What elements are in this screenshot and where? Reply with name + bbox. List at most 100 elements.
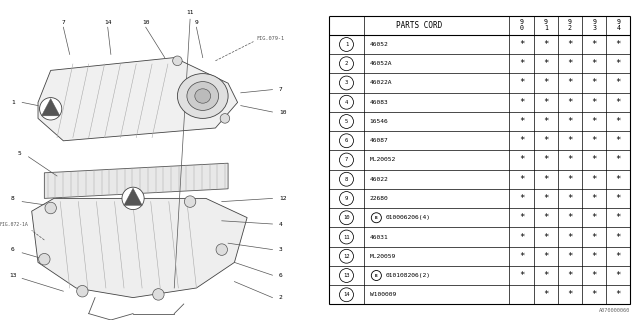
Text: 13: 13	[9, 273, 17, 278]
Text: FIG.072-1A: FIG.072-1A	[0, 221, 29, 227]
Text: 12: 12	[279, 196, 286, 201]
Text: *: *	[591, 271, 597, 280]
Circle shape	[40, 98, 62, 120]
Text: 9: 9	[195, 20, 198, 25]
Text: *: *	[519, 194, 524, 203]
Polygon shape	[42, 99, 60, 116]
Text: *: *	[616, 290, 621, 299]
Circle shape	[38, 253, 50, 265]
Text: 11: 11	[186, 10, 194, 15]
Text: 9
3: 9 3	[592, 20, 596, 31]
Text: 46087: 46087	[370, 138, 388, 143]
Text: 14: 14	[104, 20, 111, 25]
Text: *: *	[543, 233, 548, 242]
Text: 7: 7	[61, 20, 65, 25]
Text: *: *	[543, 156, 548, 164]
Text: *: *	[616, 156, 621, 164]
Text: *: *	[616, 78, 621, 87]
Text: *: *	[519, 136, 524, 145]
Text: 13: 13	[343, 273, 349, 278]
Text: 1: 1	[11, 100, 15, 105]
Circle shape	[77, 285, 88, 297]
Text: *: *	[543, 252, 548, 261]
Text: *: *	[567, 175, 573, 184]
Text: 9
2: 9 2	[568, 20, 572, 31]
Text: 2: 2	[279, 295, 282, 300]
Text: *: *	[543, 40, 548, 49]
Polygon shape	[124, 188, 142, 205]
Text: 6: 6	[345, 138, 348, 143]
Text: *: *	[567, 252, 573, 261]
Text: *: *	[567, 59, 573, 68]
Text: FIG.079-1: FIG.079-1	[257, 36, 285, 41]
Text: 5: 5	[345, 119, 348, 124]
Text: *: *	[543, 175, 548, 184]
Text: 010006206(4): 010006206(4)	[386, 215, 431, 220]
Text: *: *	[519, 40, 524, 49]
Circle shape	[45, 202, 56, 214]
Text: *: *	[519, 78, 524, 87]
Text: *: *	[543, 117, 548, 126]
Text: *: *	[567, 156, 573, 164]
Circle shape	[153, 289, 164, 300]
Text: 12: 12	[343, 254, 349, 259]
Text: 11: 11	[343, 235, 349, 239]
Text: *: *	[591, 252, 597, 261]
Text: *: *	[567, 78, 573, 87]
Text: 46022: 46022	[370, 177, 388, 182]
Polygon shape	[38, 58, 237, 141]
Text: 46031: 46031	[370, 235, 388, 239]
Polygon shape	[44, 163, 228, 198]
Text: 010108206(2): 010108206(2)	[386, 273, 431, 278]
Text: *: *	[616, 175, 621, 184]
Text: 7: 7	[279, 87, 282, 92]
Circle shape	[40, 104, 49, 114]
Text: 1: 1	[345, 42, 348, 47]
Text: *: *	[591, 59, 597, 68]
Text: *: *	[519, 252, 524, 261]
Text: *: *	[567, 194, 573, 203]
Text: *: *	[616, 271, 621, 280]
Text: *: *	[543, 136, 548, 145]
Text: 9
4: 9 4	[616, 20, 620, 31]
Text: *: *	[519, 213, 524, 222]
Text: 3: 3	[345, 81, 348, 85]
Text: *: *	[591, 194, 597, 203]
Text: 5: 5	[17, 151, 21, 156]
Text: *: *	[591, 98, 597, 107]
Text: 7: 7	[345, 157, 348, 163]
Text: 9: 9	[345, 196, 348, 201]
Text: 8: 8	[11, 196, 15, 201]
Text: *: *	[591, 117, 597, 126]
Text: *: *	[616, 40, 621, 49]
Text: *: *	[616, 252, 621, 261]
Text: 46083: 46083	[370, 100, 388, 105]
Polygon shape	[32, 198, 247, 298]
Circle shape	[220, 114, 230, 123]
Text: 10: 10	[279, 109, 286, 115]
Text: *: *	[616, 98, 621, 107]
Text: *: *	[616, 136, 621, 145]
Text: *: *	[519, 175, 524, 184]
Text: *: *	[591, 233, 597, 242]
Text: ML20052: ML20052	[370, 157, 396, 163]
Text: *: *	[591, 78, 597, 87]
Text: *: *	[616, 194, 621, 203]
Text: *: *	[519, 117, 524, 126]
Text: *: *	[616, 59, 621, 68]
Text: B: B	[375, 274, 378, 277]
Text: *: *	[543, 290, 548, 299]
Text: *: *	[616, 233, 621, 242]
Text: *: *	[591, 290, 597, 299]
Text: *: *	[567, 213, 573, 222]
Text: *: *	[591, 40, 597, 49]
Text: 22680: 22680	[370, 196, 388, 201]
Text: ML20059: ML20059	[370, 254, 396, 259]
Text: *: *	[591, 156, 597, 164]
Text: 16546: 16546	[370, 119, 388, 124]
Text: 6: 6	[279, 273, 282, 278]
Text: 6: 6	[11, 247, 15, 252]
Text: *: *	[519, 271, 524, 280]
Text: *: *	[519, 233, 524, 242]
Text: *: *	[567, 290, 573, 299]
